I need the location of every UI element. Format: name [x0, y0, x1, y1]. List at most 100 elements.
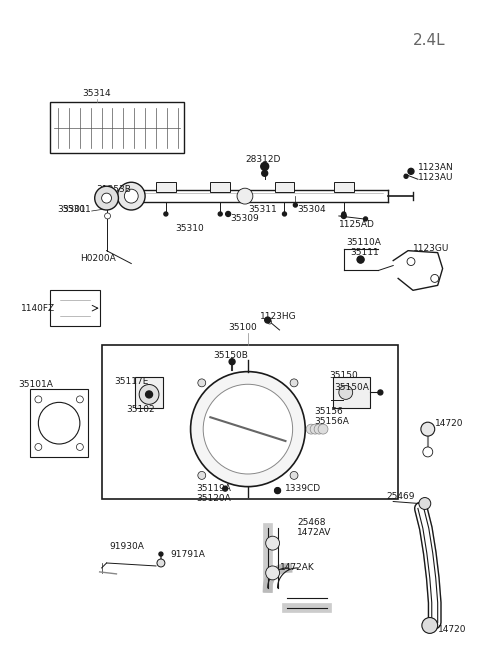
Text: 25469: 25469	[386, 492, 415, 501]
Circle shape	[419, 498, 431, 510]
Circle shape	[164, 212, 168, 216]
Circle shape	[318, 424, 328, 434]
Circle shape	[268, 320, 272, 324]
Bar	[102, 345, 398, 498]
Circle shape	[38, 402, 80, 444]
Circle shape	[293, 203, 297, 207]
Text: 1123AU: 1123AU	[418, 173, 454, 182]
Circle shape	[198, 472, 206, 479]
Bar	[156, 182, 176, 192]
Circle shape	[226, 212, 230, 216]
Circle shape	[203, 384, 293, 474]
Circle shape	[408, 168, 414, 174]
Text: 35101A: 35101A	[19, 380, 53, 389]
Circle shape	[314, 424, 324, 434]
Circle shape	[422, 618, 438, 633]
Text: 91791A: 91791A	[171, 550, 206, 559]
Text: 2.4L: 2.4L	[413, 33, 445, 48]
Circle shape	[105, 213, 110, 219]
Text: 91930A: 91930A	[109, 542, 144, 551]
Circle shape	[124, 189, 138, 203]
Circle shape	[229, 359, 235, 365]
Circle shape	[35, 396, 42, 403]
Circle shape	[404, 174, 408, 178]
Circle shape	[306, 424, 316, 434]
Text: 35120A: 35120A	[196, 494, 231, 503]
Text: 35111: 35111	[351, 248, 380, 257]
Text: H0200A: H0200A	[80, 254, 116, 263]
Circle shape	[218, 212, 222, 216]
Text: 35156A: 35156A	[314, 417, 349, 426]
Circle shape	[191, 371, 305, 487]
Text: 35119A: 35119A	[196, 484, 231, 493]
Circle shape	[290, 379, 298, 387]
Text: 35117E: 35117E	[114, 377, 149, 386]
Text: 35156: 35156	[314, 407, 343, 416]
Circle shape	[266, 536, 279, 550]
Text: 35310: 35310	[176, 225, 204, 233]
Circle shape	[35, 443, 42, 451]
Text: 28312D: 28312D	[245, 155, 280, 164]
Circle shape	[76, 443, 84, 451]
Text: 1339CD: 1339CD	[285, 484, 321, 493]
Text: 14720: 14720	[438, 625, 466, 634]
Circle shape	[357, 256, 364, 263]
Text: 31353B: 31353B	[96, 185, 132, 194]
Text: 35309: 35309	[230, 214, 259, 223]
Circle shape	[237, 188, 253, 204]
Circle shape	[357, 256, 364, 263]
Text: 35100: 35100	[228, 324, 257, 333]
Text: 35150: 35150	[329, 371, 358, 380]
Circle shape	[264, 317, 271, 323]
Bar	[210, 182, 230, 192]
Text: 35314: 35314	[83, 90, 111, 98]
Text: 35150A: 35150A	[334, 383, 369, 392]
Text: 35301: 35301	[57, 204, 86, 214]
Text: 1472AV: 1472AV	[297, 528, 332, 536]
Circle shape	[275, 487, 280, 494]
Circle shape	[159, 552, 163, 556]
Text: 25468: 25468	[297, 518, 326, 527]
Text: 35301: 35301	[62, 204, 91, 214]
Circle shape	[139, 384, 159, 404]
Text: 35311: 35311	[248, 204, 276, 214]
Circle shape	[262, 170, 268, 176]
Circle shape	[157, 559, 165, 567]
Bar	[333, 377, 371, 408]
Text: 35102: 35102	[126, 405, 155, 414]
Circle shape	[275, 487, 280, 494]
Text: 14720: 14720	[435, 419, 463, 428]
Circle shape	[290, 472, 298, 479]
Text: 1125AD: 1125AD	[339, 220, 375, 229]
Bar	[50, 290, 100, 326]
Text: 35110A: 35110A	[347, 238, 382, 247]
Circle shape	[198, 379, 206, 387]
Circle shape	[310, 424, 320, 434]
Circle shape	[95, 186, 119, 210]
Circle shape	[363, 217, 368, 221]
Circle shape	[76, 396, 84, 403]
Circle shape	[118, 182, 145, 210]
Circle shape	[423, 447, 433, 457]
Text: 1123AN: 1123AN	[418, 163, 454, 172]
Circle shape	[261, 162, 269, 170]
Circle shape	[223, 486, 228, 491]
Text: 1472AK: 1472AK	[279, 563, 314, 572]
Text: 1140FZ: 1140FZ	[21, 304, 55, 312]
Circle shape	[431, 274, 439, 282]
Text: 1123GU: 1123GU	[413, 244, 449, 253]
Circle shape	[283, 212, 287, 216]
Bar	[135, 377, 163, 408]
Circle shape	[339, 386, 353, 400]
Circle shape	[421, 422, 435, 436]
Text: 35304: 35304	[297, 204, 326, 214]
Bar	[30, 390, 88, 457]
Circle shape	[407, 257, 415, 265]
Circle shape	[266, 566, 279, 580]
Bar	[275, 182, 294, 192]
Circle shape	[102, 193, 111, 203]
Circle shape	[341, 214, 346, 218]
Bar	[334, 182, 354, 192]
Circle shape	[378, 390, 383, 395]
Text: 1123HG: 1123HG	[260, 312, 296, 320]
